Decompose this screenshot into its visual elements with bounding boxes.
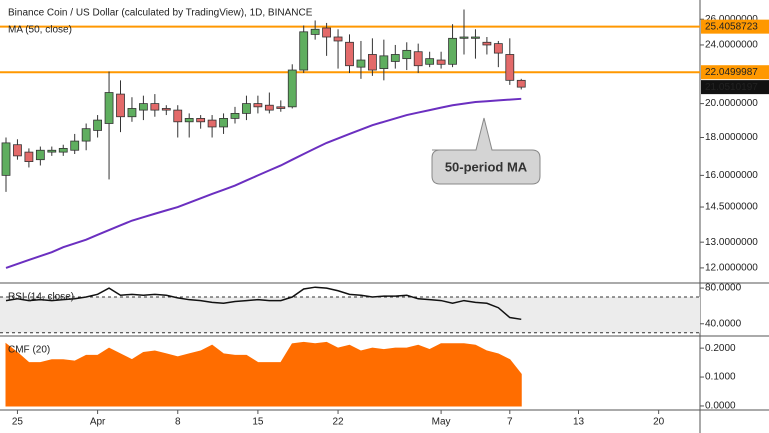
x-tick-label: 20 (653, 417, 665, 428)
candle-body (264, 104, 274, 111)
area (5, 341, 522, 407)
candle-body (242, 103, 251, 114)
y-tick-label: 40.0000 (705, 318, 742, 329)
rsi-band (0, 297, 700, 333)
candle-body (161, 108, 171, 111)
price-label-box (701, 19, 769, 34)
candle-body (356, 59, 366, 68)
candle-body (436, 59, 446, 65)
candle-body (493, 43, 503, 54)
y-tick-label: 80.0000 (705, 283, 742, 294)
candle-body (24, 151, 34, 163)
last-price-box (701, 80, 769, 95)
x-tick-label: 22 (332, 417, 344, 428)
x-tick-label: 25 (12, 417, 24, 428)
chart-title: Binance Coin / US Dollar (calculated by … (8, 8, 313, 19)
candle-body (276, 106, 286, 109)
y-tick-label: 0.1000 (705, 372, 736, 383)
legend-entry: MA (50, close) (8, 25, 72, 36)
candle-body (471, 36, 480, 39)
candle-body (333, 36, 343, 42)
y-tick-label: 18.0000000 (705, 132, 758, 143)
candle-body (230, 112, 240, 119)
candle-body (47, 149, 57, 153)
candle-body (516, 79, 526, 88)
candle-body (116, 93, 125, 118)
price-label: 22.0499987 (705, 67, 758, 78)
last-price-label: 21.0510197 (705, 82, 758, 93)
candle-body (138, 103, 148, 111)
y-tick-label: 14.5000000 (705, 202, 758, 213)
candle-body (253, 103, 263, 108)
y-tick-label: 0.2000 (705, 343, 736, 354)
x-tick-label: 8 (175, 417, 181, 428)
candle-body (81, 128, 91, 142)
candle-body (150, 103, 160, 111)
candle-body (207, 119, 217, 128)
x-tick-label: Apr (90, 417, 106, 428)
candle-body (402, 49, 412, 60)
legend-entry: CMF (20) (8, 345, 50, 356)
y-tick-label: 20.0000000 (705, 98, 758, 109)
y-tick-label: 16.0000000 (705, 170, 758, 181)
annotation-text: 50-period MA (445, 159, 528, 174)
price-label-box (701, 65, 769, 80)
candle-body (379, 55, 389, 69)
x-tick-label: May (432, 417, 451, 428)
y-tick-label: 26.0000000 (705, 14, 758, 25)
legend-entry: RSI (14, close) (8, 292, 74, 303)
candle-body (413, 51, 423, 67)
candle-body (390, 54, 400, 62)
candle-body (93, 119, 102, 131)
line (5, 286, 522, 321)
y-tick-label: 12.0000000 (705, 263, 758, 274)
candle-body (322, 27, 332, 38)
candle-body (459, 36, 469, 39)
candle-body (104, 92, 114, 124)
candle-body (196, 118, 206, 123)
candle-body (505, 54, 515, 81)
candle-body (1, 142, 11, 176)
price-label: 25.4058723 (705, 21, 758, 32)
x-tick-label: 7 (507, 417, 513, 428)
candle-body (345, 41, 354, 67)
x-tick-label: 15 (252, 417, 264, 428)
candle-body (70, 140, 80, 151)
y-tick-label: 0.0000 (705, 401, 736, 412)
candle-body (287, 69, 297, 108)
x-tick-label: 13 (573, 417, 585, 428)
y-tick-label: 24.0000000 (705, 40, 758, 51)
candle-body (173, 109, 183, 123)
candle-body (448, 37, 457, 65)
candle-body (58, 147, 68, 153)
candle-body (425, 58, 435, 65)
candle-body (127, 108, 137, 118)
y-tick-label: 13.0000000 (705, 237, 758, 248)
candle-body (367, 54, 377, 71)
annotation: 50-period MA (431, 117, 541, 185)
candle-body (219, 118, 228, 128)
candle-body (13, 144, 22, 157)
annotation-box (431, 117, 541, 185)
candle-body (310, 28, 320, 35)
candle-body (35, 149, 45, 161)
line (5, 97, 522, 269)
candle-body (184, 118, 194, 123)
candle-body (299, 31, 309, 71)
candle-body (482, 41, 492, 46)
